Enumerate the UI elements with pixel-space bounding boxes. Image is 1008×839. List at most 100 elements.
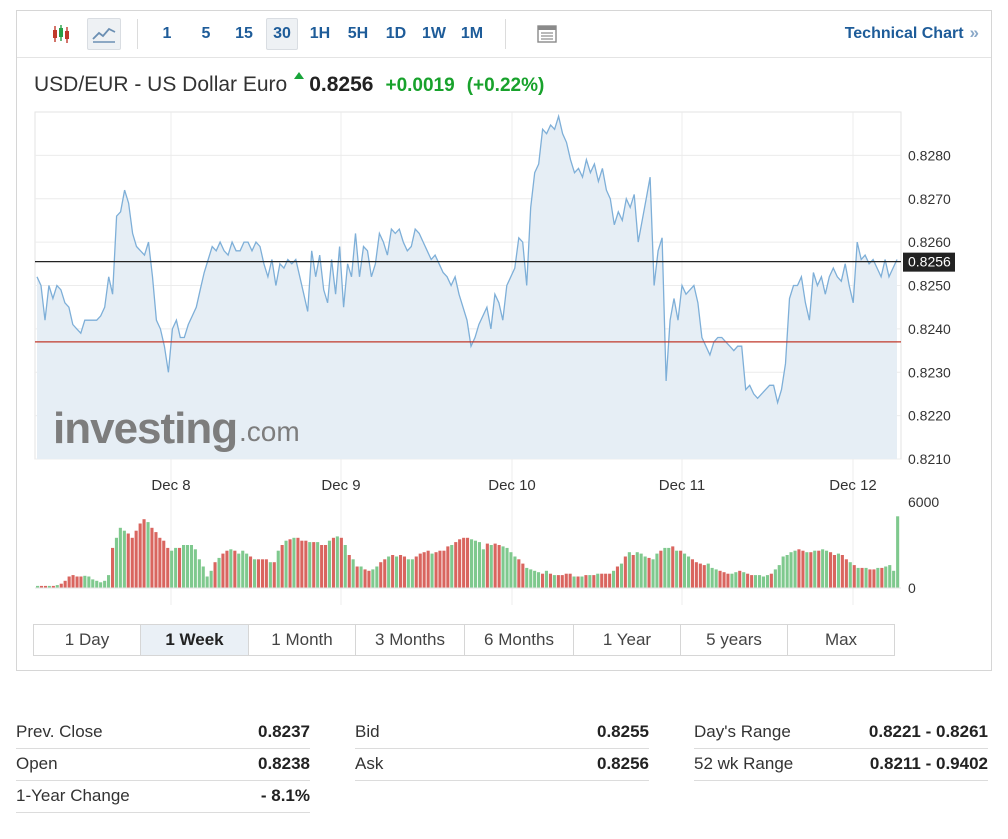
volume-bar (706, 563, 710, 588)
volume-bar (75, 576, 79, 588)
volume-bar (55, 585, 59, 588)
stat-value: 0.8221 - 0.8261 (868, 722, 988, 741)
interval-5h-button[interactable]: 5H (347, 25, 369, 42)
volume-bar (67, 576, 71, 588)
volume-bar (245, 553, 249, 588)
instrument-name: USD/EUR - US Dollar Euro (34, 73, 288, 96)
interval-15-button[interactable]: 15 (235, 25, 253, 42)
volume-bar (734, 572, 738, 588)
volume-bar (355, 566, 359, 588)
volume-bar (71, 575, 75, 588)
interval-1w-button[interactable]: 1W (422, 25, 446, 42)
volume-bar (580, 576, 584, 588)
volume-bar (730, 573, 734, 588)
stat-row: Open 0.8238 (16, 749, 310, 781)
range-max-button[interactable]: Max (824, 630, 858, 649)
volume-bar (51, 585, 55, 588)
volume-bar (647, 557, 651, 588)
range-6-months-button[interactable]: 6 Months (465, 625, 574, 655)
quote-header: USD/EUR - US Dollar Euro 0.8256 +0.0019 (+0… (34, 72, 544, 97)
price-change: +0.0019 (385, 75, 455, 96)
volume-bar (402, 556, 406, 588)
volume-bar (600, 573, 604, 588)
volume-bar (209, 570, 213, 588)
range-3-months-button[interactable]: 3 Months (356, 625, 465, 655)
volume-bar (856, 567, 860, 588)
technical-chart-label: Technical Chart (844, 25, 964, 42)
volume-bar (592, 575, 596, 588)
interval-30-button[interactable]: 30 (266, 18, 298, 50)
volume-bar (663, 547, 667, 588)
volume-bar (718, 570, 722, 588)
volume-bar (584, 575, 588, 588)
technical-chart-link[interactable]: Technical Chart » (845, 23, 979, 43)
chart-toolbar: 1 5 15 30 1H 5H 1D 1W 1M Technical Chart» (17, 11, 991, 58)
interval-5-button[interactable]: 5 (201, 25, 211, 42)
volume-bar (552, 575, 556, 588)
price-chart[interactable]: investing .com 0.8280 0.8270 0.8260 0.8250 0.8… (17, 11, 991, 611)
volume-bar (544, 570, 548, 588)
volume-bar (742, 572, 746, 588)
price-area-fill (37, 116, 897, 460)
range-1-day-button[interactable]: 1 Day (34, 625, 141, 655)
stats-column: Day's Range 0.8221 - 0.8261 52 wk Range 0.8… (694, 717, 988, 781)
volume-bar (821, 549, 825, 588)
interval-1d-button[interactable]: 1D (385, 25, 407, 42)
stat-value: 0.8211 - 0.9402 (869, 754, 988, 773)
volume-bar (154, 532, 158, 588)
range-selector: 1 Day 1 Week 1 Month 3 Months 6 Months 1 Year… (33, 624, 895, 656)
volume-bar (418, 553, 422, 588)
line-chart-icon[interactable] (87, 18, 121, 50)
range-1-week-button[interactable]: 1 Week (141, 625, 249, 655)
chart-widget: 1 5 15 30 1H 5H 1D 1W 1M Technical Chart» USD/EU… (16, 10, 992, 671)
volume-bar (296, 537, 300, 588)
volume-bar (43, 585, 47, 588)
price-line (36, 113, 898, 406)
table-icon[interactable] (531, 18, 563, 50)
volume-bar (466, 537, 470, 588)
interval-1m-button[interactable]: 1M (460, 25, 484, 42)
range-1-month-button[interactable]: 1 Month (249, 625, 356, 655)
volume-bar (848, 562, 852, 588)
volume-bar (170, 550, 174, 588)
volume-bar (197, 559, 201, 588)
volume-bar (138, 523, 142, 588)
volume-bar (868, 569, 872, 588)
interval-1h-button[interactable]: 1H (309, 25, 331, 42)
volume-bar (481, 549, 485, 588)
volume-bar (872, 569, 876, 588)
volume-bar (489, 545, 493, 588)
volume-bar (95, 580, 99, 588)
volume-bar (655, 553, 659, 588)
volume-bar (339, 537, 343, 588)
volume-bar (264, 559, 268, 588)
last-price-badge (903, 252, 955, 272)
volume-bar (347, 555, 351, 588)
volume-bar (809, 552, 813, 588)
volume-bar (576, 576, 580, 588)
volume-bar (367, 570, 371, 588)
volume-bar (773, 569, 777, 588)
volume-bar (438, 550, 442, 588)
y-tick-label: 0.8220 (908, 408, 951, 424)
volume-bar (414, 556, 418, 588)
x-tick-label: Dec 9 (321, 477, 360, 494)
volume-bar (702, 565, 706, 588)
range-1-year-button[interactable]: 1 Year (574, 625, 681, 655)
volume-bar (260, 559, 264, 588)
candlestick-icon[interactable] (45, 18, 77, 50)
volume-bar (690, 559, 694, 588)
volume-bar (221, 553, 225, 588)
stat-label: Ask (355, 754, 384, 773)
volume-bar (205, 576, 209, 588)
volume-bar (635, 552, 639, 588)
volume-bar (470, 539, 474, 588)
volume-bar (233, 550, 237, 588)
volume-bar (777, 565, 781, 588)
volume-bar (722, 572, 726, 588)
volume-bar (805, 552, 809, 588)
interval-1-button[interactable]: 1 (162, 25, 172, 42)
volume-bar (450, 545, 454, 588)
range-5-years-button[interactable]: 5 years (681, 625, 788, 655)
volume-bar (888, 565, 892, 588)
